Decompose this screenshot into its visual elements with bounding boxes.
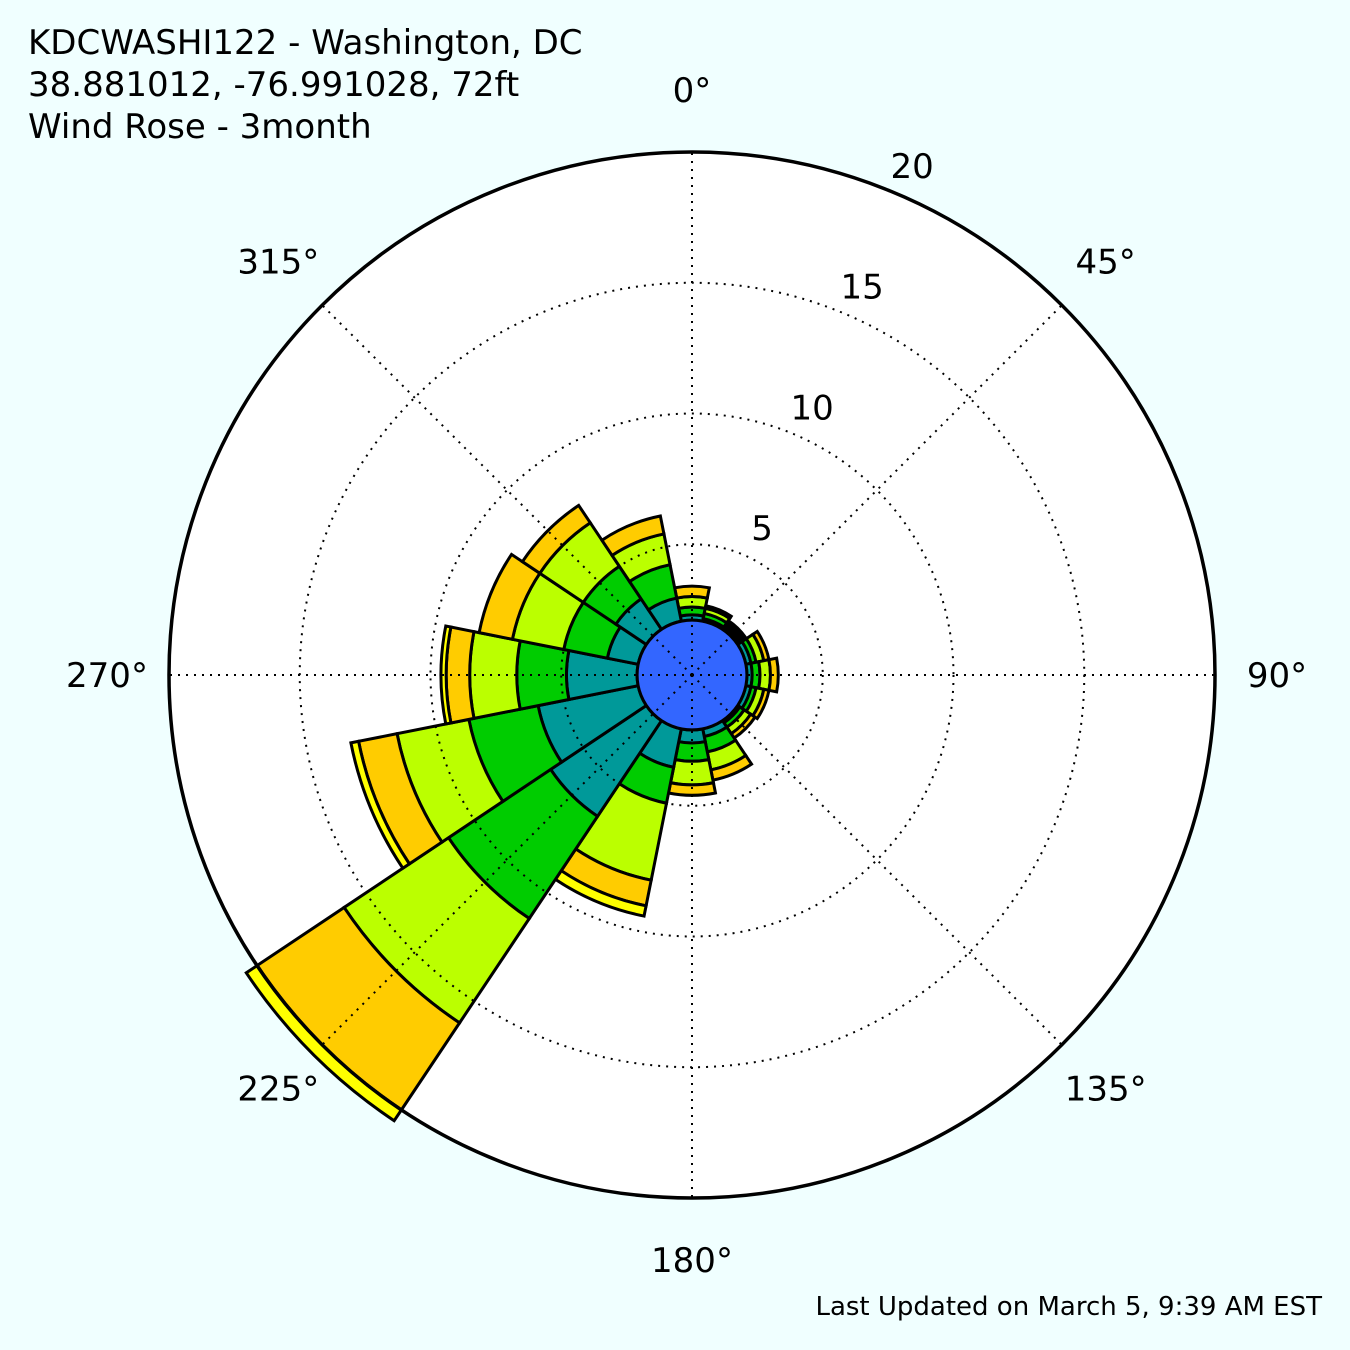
grid-circle-10: [429, 412, 955, 938]
station-title: KDCWASHI122 - Washington, DC: [28, 23, 583, 63]
last-updated-text: Last Updated on March 5, 9:39 AM EST: [815, 1292, 1322, 1322]
angle-tick-label-270: 270°: [66, 656, 148, 696]
sector-180-bin-4: [666, 780, 718, 797]
angle-tick-label-135: 135°: [1065, 1070, 1147, 1110]
sector-22.5-bin-4: [703, 603, 734, 621]
angle-tick-label-180: 180°: [651, 1241, 733, 1281]
sector-112.5-bin-4: [750, 687, 771, 721]
radial-tick-label-5: 5: [751, 509, 773, 549]
angle-tick-label-315: 315°: [237, 242, 319, 282]
sector-270-bin-3: [468, 629, 522, 721]
grid-circle-5: [560, 543, 824, 807]
plot-frame: [167, 150, 1217, 1200]
sector-270-bin-2: [515, 639, 571, 711]
radial-tick-label-15: 15: [840, 268, 883, 308]
angle-tick-label-90: 90°: [1247, 656, 1307, 696]
sector-292.5-bin-4: [477, 552, 542, 642]
sector-0-bin-4: [672, 584, 712, 600]
radial-tick-label-10: 10: [790, 388, 833, 428]
sector-337.5-bin-4: [599, 514, 666, 558]
angle-tick-label-45: 45°: [1076, 242, 1136, 282]
chart-title-block: KDCWASHI122 - Washington, DC 38.881012, …: [28, 22, 583, 148]
angle-tick-label-225: 225°: [237, 1070, 319, 1110]
sector-180-bin-2: [673, 739, 711, 763]
angle-tick-label-0: 0°: [673, 71, 712, 111]
sector-247.5-bin-5: [349, 739, 412, 871]
sector-315-bin-4: [520, 503, 593, 576]
radial-tick-label-20: 20: [891, 147, 934, 187]
station-coordinates: 38.881012, -76.991028, 72ft: [28, 65, 520, 105]
sector-270-bin-5: [439, 624, 453, 726]
chart-subtitle: Wind Rose - 3month: [28, 107, 372, 147]
